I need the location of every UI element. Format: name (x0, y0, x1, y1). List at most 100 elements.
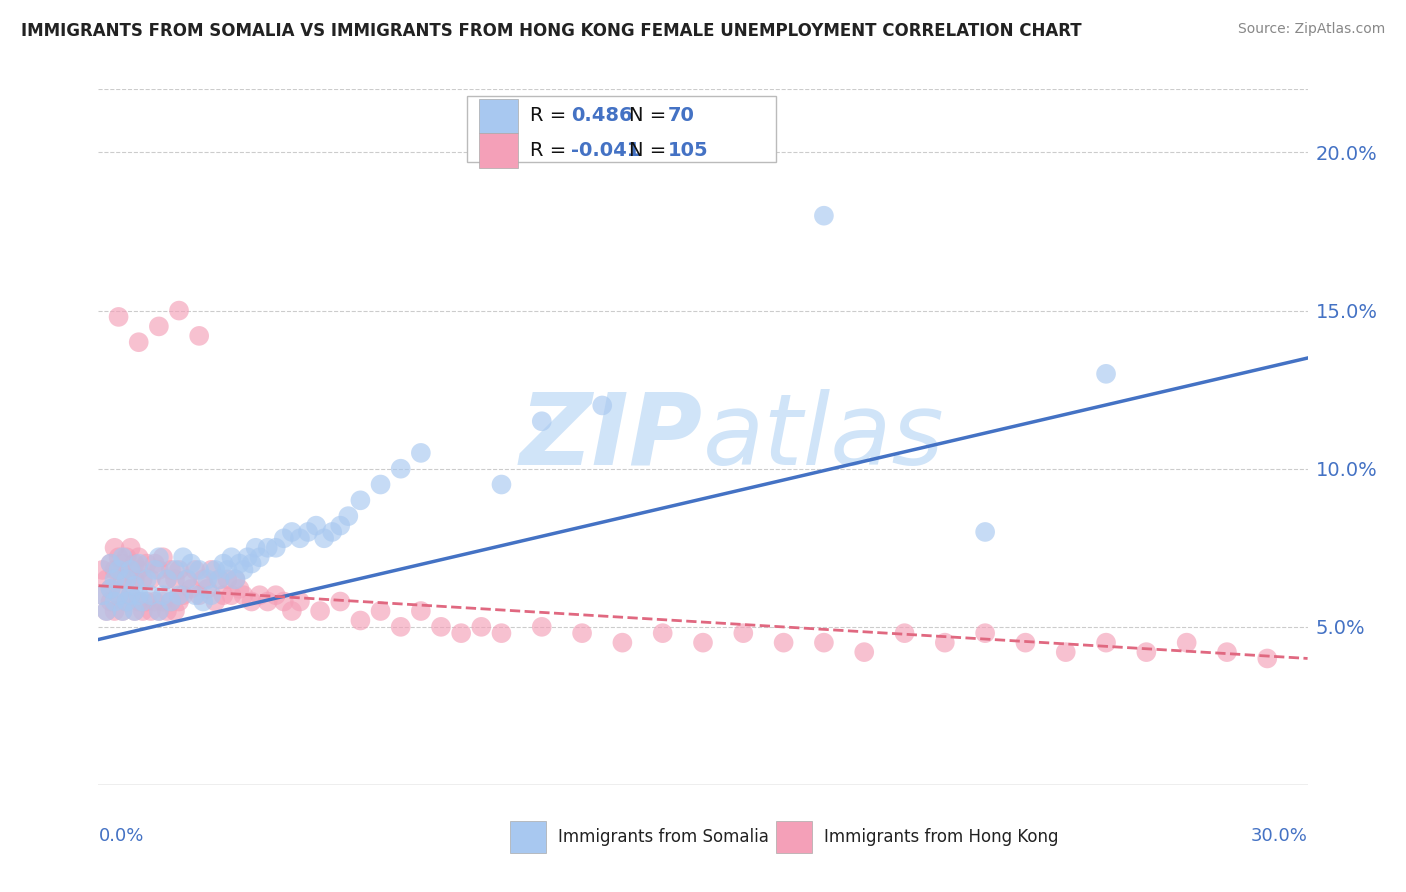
Point (120, 541, 142, 555)
Point (1175, 635, 1198, 649)
Point (195, 582, 218, 596)
Point (297, 524, 319, 539)
Point (389, 620, 412, 634)
Point (612, 635, 634, 649)
Text: 0.486: 0.486 (571, 106, 633, 126)
Point (370, 477, 392, 491)
Text: atlas: atlas (703, 389, 945, 485)
Point (240, 557, 263, 571)
Point (148, 319, 170, 334)
Point (176, 573, 198, 587)
Point (288, 594, 311, 608)
Point (103, 604, 125, 618)
Point (100, 557, 122, 571)
Point (103, 541, 125, 555)
Point (264, 541, 287, 555)
Point (370, 604, 392, 618)
Text: 70: 70 (668, 106, 695, 126)
Point (107, 550, 129, 565)
Point (100, 582, 122, 596)
Point (813, 635, 835, 649)
Text: 105: 105 (668, 141, 709, 160)
Point (156, 604, 179, 618)
FancyBboxPatch shape (509, 822, 546, 853)
Point (156, 573, 179, 587)
Point (167, 594, 190, 608)
Point (163, 604, 186, 618)
Point (115, 573, 138, 587)
Text: Source: ZipAtlas.com: Source: ZipAtlas.com (1237, 22, 1385, 37)
FancyBboxPatch shape (467, 96, 776, 162)
Point (249, 550, 271, 565)
Point (91, 588, 114, 602)
Point (256, 541, 278, 555)
Point (115, 550, 138, 565)
Point (893, 626, 915, 640)
Point (152, 594, 174, 608)
Point (273, 531, 295, 545)
Point (167, 303, 190, 318)
Point (115, 594, 138, 608)
Text: Immigrants from Hong Kong: Immigrants from Hong Kong (824, 828, 1059, 847)
Point (281, 524, 304, 539)
Point (232, 588, 254, 602)
Point (450, 626, 472, 640)
Text: R =: R = (530, 141, 572, 160)
Point (309, 604, 332, 618)
Point (184, 588, 207, 602)
Point (212, 557, 235, 571)
Point (103, 594, 125, 608)
Point (1216, 645, 1239, 659)
Point (160, 563, 183, 577)
Point (221, 550, 243, 565)
Point (103, 573, 125, 587)
Point (256, 594, 278, 608)
Point (349, 493, 371, 508)
Point (100, 582, 122, 596)
Point (124, 604, 146, 618)
Point (329, 594, 352, 608)
Point (139, 604, 162, 618)
Point (167, 563, 190, 577)
Text: 0.0%: 0.0% (98, 827, 143, 845)
Point (167, 588, 190, 602)
FancyBboxPatch shape (479, 133, 517, 168)
Point (409, 446, 432, 460)
Point (107, 563, 129, 577)
Point (160, 594, 183, 608)
Point (733, 626, 755, 640)
Point (91, 563, 114, 577)
Point (934, 635, 956, 649)
Point (236, 550, 259, 565)
Point (470, 620, 492, 634)
Point (148, 563, 170, 577)
Point (128, 550, 150, 565)
Point (349, 614, 371, 628)
Point (139, 588, 162, 602)
Point (651, 626, 673, 640)
Point (143, 594, 166, 608)
Point (188, 588, 211, 602)
Point (96, 604, 118, 618)
Point (132, 594, 155, 608)
Point (107, 563, 129, 577)
Point (264, 588, 287, 602)
Point (100, 594, 122, 608)
Point (217, 573, 239, 587)
Point (208, 573, 231, 587)
Point (409, 604, 432, 618)
Point (128, 588, 150, 602)
Point (128, 563, 150, 577)
Point (1054, 645, 1077, 659)
Point (430, 620, 453, 634)
Point (111, 573, 134, 587)
Point (188, 563, 211, 577)
Point (163, 563, 186, 577)
Point (200, 588, 222, 602)
Point (115, 573, 138, 587)
Point (120, 588, 142, 602)
Point (111, 604, 134, 618)
Point (288, 531, 311, 545)
Point (143, 563, 166, 577)
Point (974, 524, 997, 539)
